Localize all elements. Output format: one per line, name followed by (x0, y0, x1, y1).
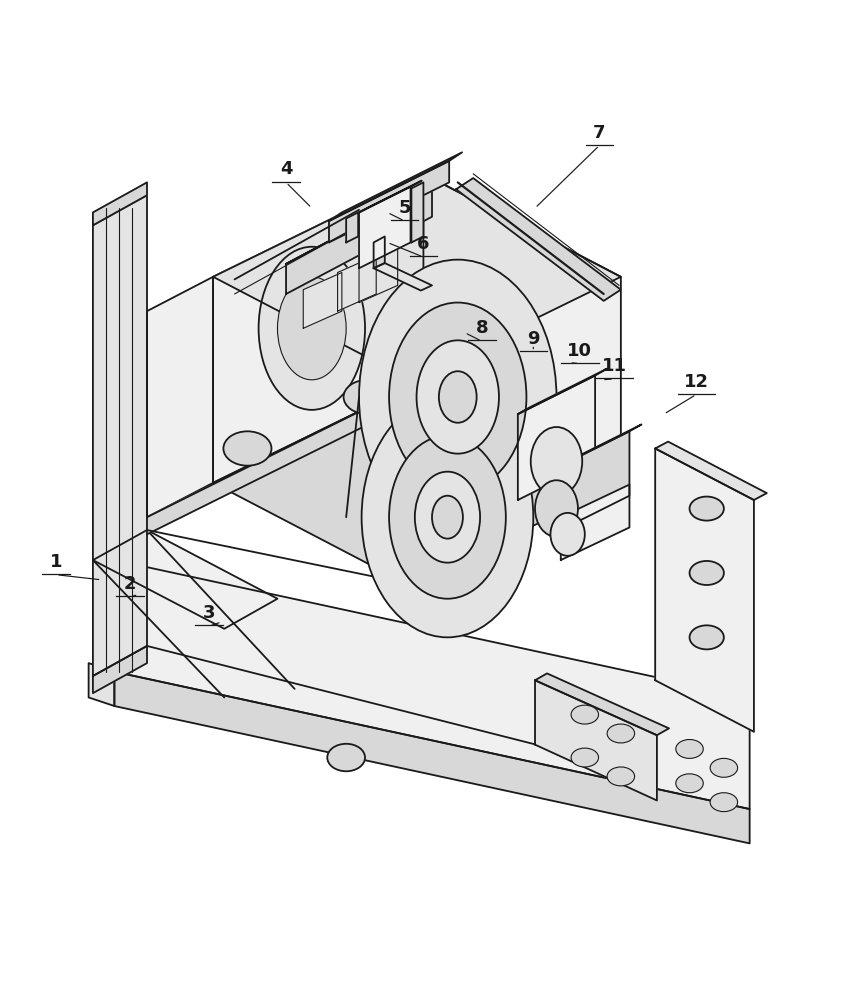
Polygon shape (286, 180, 445, 264)
Text: 1: 1 (50, 553, 62, 571)
Ellipse shape (277, 277, 346, 380)
Polygon shape (329, 152, 462, 221)
Polygon shape (569, 431, 630, 526)
Polygon shape (359, 181, 422, 212)
Polygon shape (373, 236, 384, 268)
Ellipse shape (676, 740, 703, 758)
Ellipse shape (571, 748, 599, 767)
Polygon shape (114, 560, 750, 809)
Polygon shape (147, 277, 213, 517)
Polygon shape (213, 174, 621, 380)
Polygon shape (346, 212, 359, 242)
Text: 2: 2 (124, 575, 136, 593)
Ellipse shape (607, 767, 634, 786)
Polygon shape (93, 646, 147, 693)
Text: 8: 8 (475, 319, 488, 337)
Text: 3: 3 (202, 604, 215, 622)
Polygon shape (535, 680, 657, 800)
Ellipse shape (432, 496, 463, 539)
Polygon shape (359, 247, 397, 303)
Polygon shape (373, 263, 432, 291)
Ellipse shape (710, 793, 738, 812)
Ellipse shape (607, 724, 634, 743)
Polygon shape (456, 178, 621, 301)
Ellipse shape (389, 303, 526, 491)
Polygon shape (286, 187, 432, 294)
Polygon shape (303, 273, 342, 328)
Polygon shape (655, 448, 754, 732)
Ellipse shape (224, 431, 271, 466)
Text: 4: 4 (280, 160, 292, 178)
Ellipse shape (415, 472, 480, 563)
Ellipse shape (571, 705, 599, 724)
Ellipse shape (327, 744, 365, 771)
Ellipse shape (362, 397, 533, 637)
Ellipse shape (535, 480, 578, 537)
Text: 10: 10 (567, 342, 592, 360)
Ellipse shape (439, 371, 477, 423)
Ellipse shape (676, 774, 703, 793)
Text: 7: 7 (594, 124, 606, 142)
Ellipse shape (689, 561, 724, 585)
Polygon shape (518, 369, 607, 414)
Ellipse shape (344, 380, 391, 414)
Ellipse shape (550, 513, 585, 556)
Ellipse shape (689, 625, 724, 649)
Polygon shape (213, 380, 621, 586)
Ellipse shape (389, 436, 505, 599)
Polygon shape (569, 424, 641, 461)
Polygon shape (535, 673, 669, 735)
Ellipse shape (530, 427, 582, 496)
Polygon shape (329, 161, 449, 242)
Text: 12: 12 (684, 373, 708, 391)
Polygon shape (655, 442, 766, 500)
Polygon shape (93, 530, 277, 629)
Polygon shape (93, 182, 147, 225)
Polygon shape (93, 195, 147, 676)
Ellipse shape (258, 247, 365, 410)
Text: 11: 11 (601, 357, 626, 375)
Polygon shape (338, 255, 376, 311)
Ellipse shape (710, 758, 738, 777)
Polygon shape (359, 187, 410, 268)
Text: 9: 9 (527, 330, 539, 348)
Ellipse shape (416, 340, 499, 454)
Polygon shape (518, 376, 595, 500)
Polygon shape (411, 182, 423, 242)
Polygon shape (147, 380, 423, 534)
Polygon shape (89, 663, 114, 706)
Text: 5: 5 (398, 199, 410, 217)
Polygon shape (213, 174, 423, 483)
Text: 6: 6 (417, 235, 429, 253)
Polygon shape (561, 485, 630, 560)
Ellipse shape (359, 260, 556, 534)
Polygon shape (423, 174, 621, 483)
Polygon shape (114, 672, 750, 843)
Ellipse shape (689, 497, 724, 521)
